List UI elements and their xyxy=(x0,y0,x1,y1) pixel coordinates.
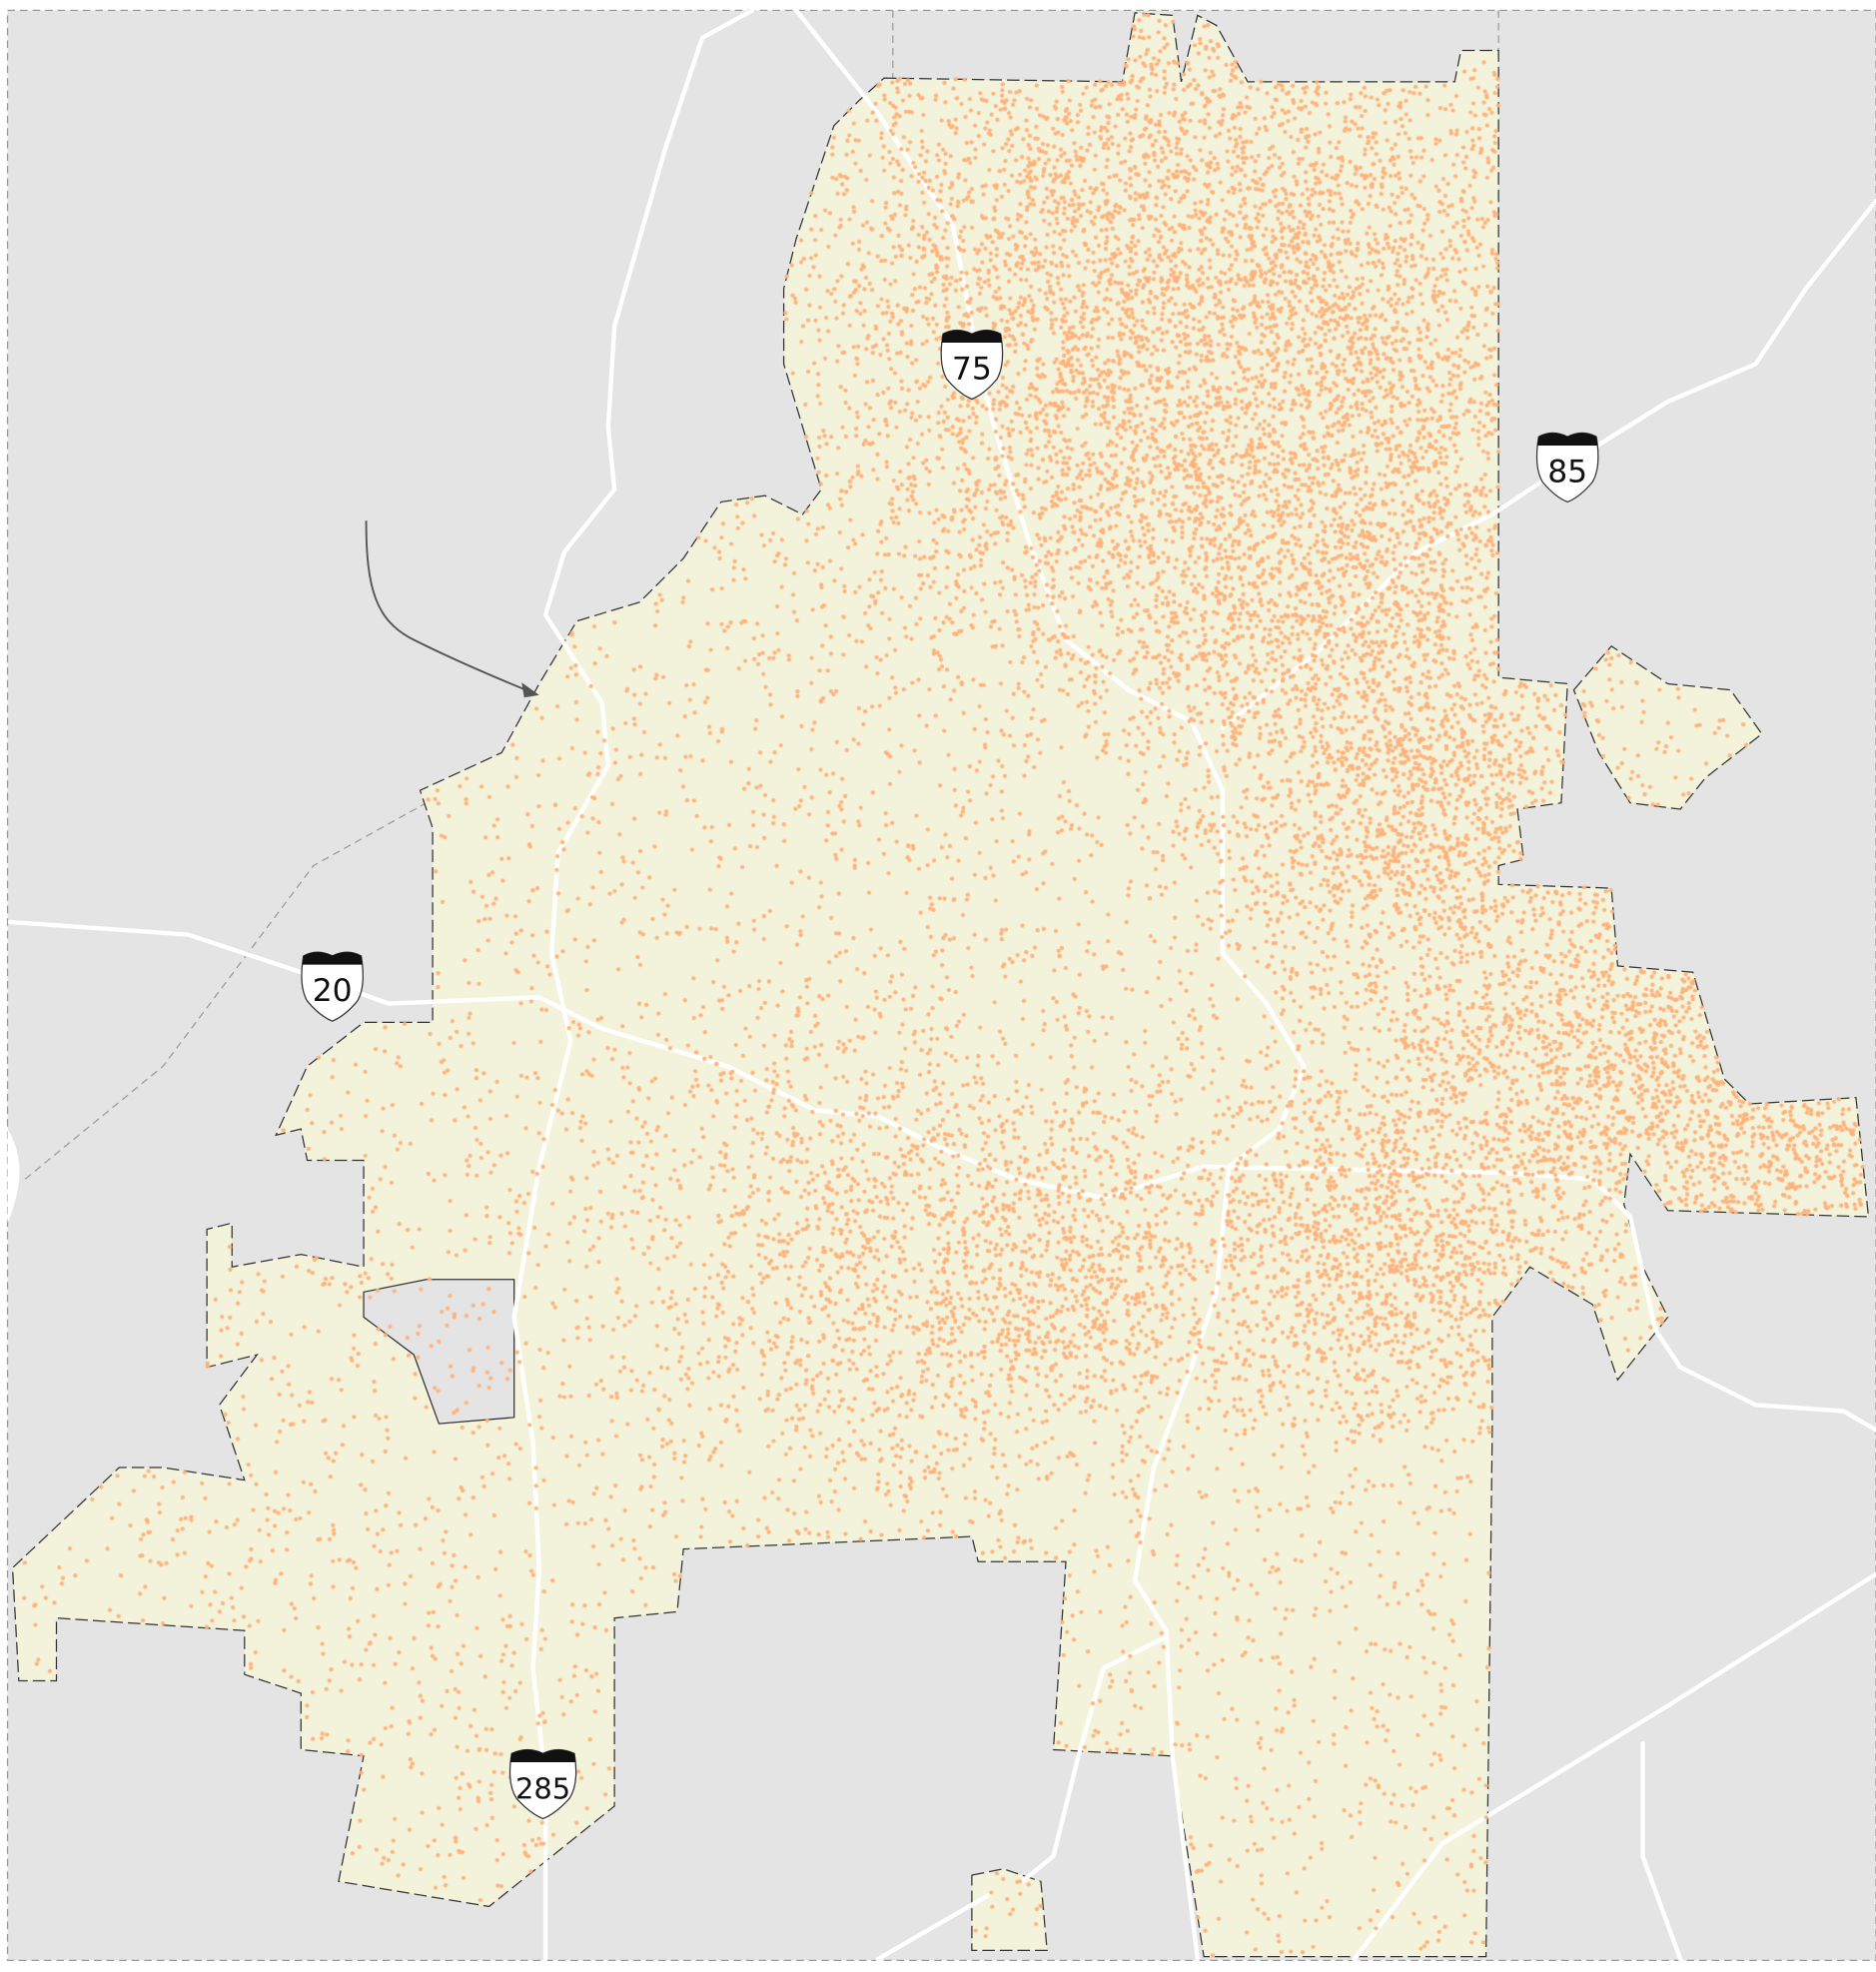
interstate-shield-icon: 75 xyxy=(940,329,1004,401)
interstate-shield-icon: 20 xyxy=(301,951,364,1022)
shield-label: 85 xyxy=(1547,454,1587,490)
shield-label: 75 xyxy=(952,351,992,387)
interstate-shield-icon: 285 xyxy=(508,1748,577,1820)
shield-label: 285 xyxy=(515,1771,570,1805)
interstate-shield-icon: 85 xyxy=(1535,432,1599,503)
shield-label: 20 xyxy=(313,973,353,1009)
